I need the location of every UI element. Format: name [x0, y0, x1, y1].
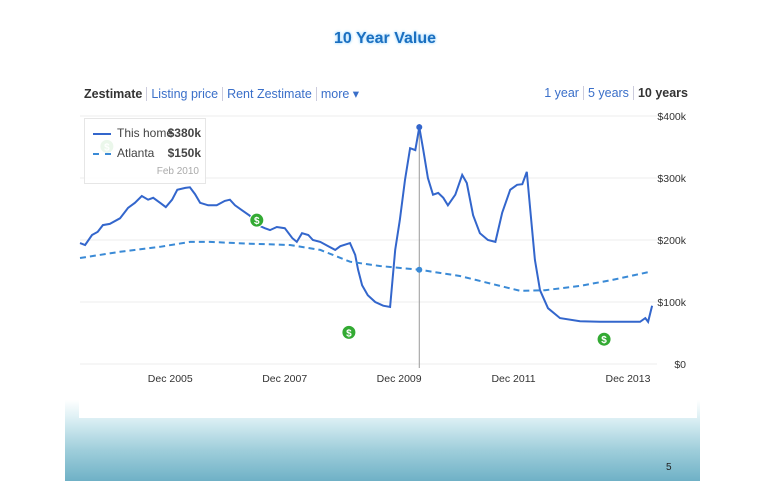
- range-1-year[interactable]: 1 year: [540, 86, 584, 100]
- dollar-marker-icon: [249, 212, 265, 228]
- range-5-years[interactable]: 5 years: [583, 86, 634, 100]
- hover-point: [416, 124, 423, 131]
- range-10-years[interactable]: 10 years: [637, 86, 688, 100]
- y-tick-label: $300k: [657, 173, 686, 185]
- series-line-atlanta: [79, 240, 649, 292]
- series-line-this-home: [79, 127, 654, 325]
- tab-zestimate[interactable]: Zestimate: [84, 87, 148, 101]
- dollar-sign: $: [601, 335, 607, 346]
- legend-date: Feb 2010: [156, 166, 199, 177]
- chart-type-tabs: Zestimate Listing price Rent Zestimate more…: [84, 86, 363, 101]
- legend-item-this-home: This home $380k: [93, 126, 201, 140]
- x-tick-label: Dec 2007: [262, 373, 307, 385]
- dollar-sign: $: [346, 328, 352, 339]
- legend-label: Atlanta: [117, 146, 155, 160]
- dollar-marker-icon: [596, 331, 612, 347]
- dashed-line-swatch: [93, 152, 111, 155]
- tab-listing-price[interactable]: Listing price: [147, 87, 224, 101]
- dollar-sign: $: [254, 216, 260, 227]
- x-tick-label: Dec 2009: [377, 373, 422, 385]
- legend-label: This home: [117, 126, 174, 140]
- y-tick-label: $400k: [657, 111, 686, 123]
- y-tick-label: $100k: [657, 297, 686, 309]
- y-tick-label: $200k: [657, 235, 686, 247]
- legend-item-atlanta: Atlanta $150k: [93, 146, 201, 160]
- tab-more-dropdown[interactable]: more ▾: [320, 87, 360, 101]
- legend-value: $150k: [167, 146, 201, 160]
- time-range-tabs: 1 year 5 years 10 years: [540, 86, 688, 100]
- x-tick-label: Dec 2005: [148, 373, 193, 385]
- tab-rent-zestimate[interactable]: Rent Zestimate: [223, 87, 317, 101]
- page-number: 5: [666, 462, 672, 473]
- legend-value: $380k: [167, 126, 201, 140]
- dollar-marker-icon: [341, 324, 357, 340]
- hover-point: [416, 266, 423, 273]
- chart-legend-tooltip: This home $380k Atlanta $150k Feb 2010: [84, 118, 206, 184]
- solid-line-swatch: [93, 132, 111, 135]
- x-tick-label: Dec 2011: [491, 373, 535, 385]
- slide-title: 10 Year Value: [333, 30, 436, 47]
- x-tick-label: Dec 2013: [606, 373, 651, 385]
- y-tick-label: $0: [674, 359, 686, 371]
